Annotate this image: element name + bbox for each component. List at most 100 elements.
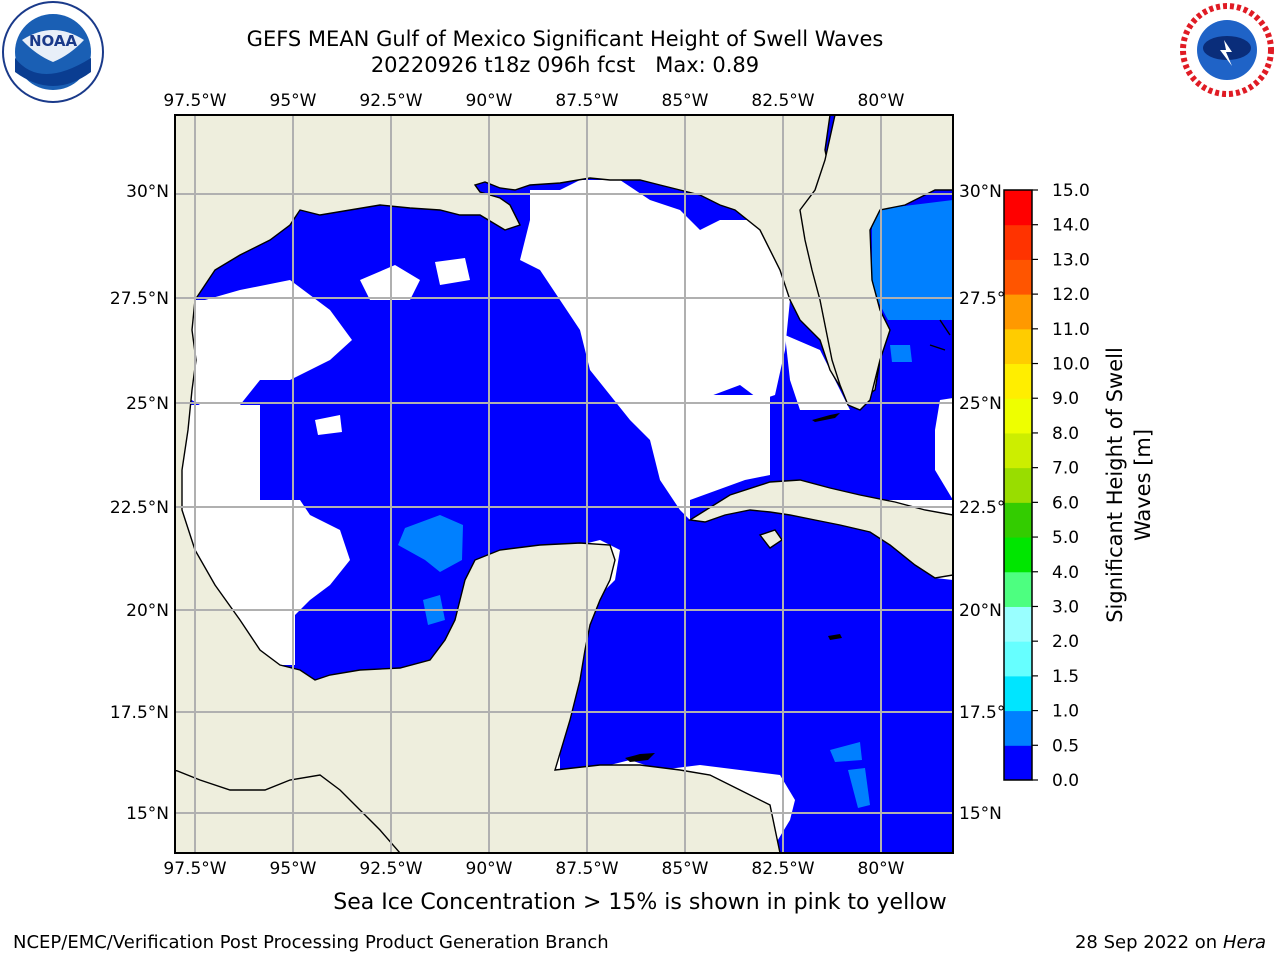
colorbar-segment: [1004, 328, 1032, 365]
nodata-region-florida-strait: [935, 398, 953, 500]
footer-date: 28 Sep 2022 on Hera: [1075, 932, 1266, 953]
lat-label-left: 20°N: [126, 601, 169, 621]
chart-title: GEFS MEAN Gulf of Mexico Significant Hei…: [246, 27, 884, 51]
colorbar-frame: [1003, 189, 1033, 781]
lat-label-right: 15°N: [959, 804, 1002, 824]
colorbar-segment: [1004, 363, 1032, 399]
colorbar-label-line1: Significant Height of Swell: [1103, 347, 1127, 623]
colorbar-tick-label: 8.0: [1052, 424, 1079, 444]
colorbar-tick-label: 15.0: [1052, 181, 1090, 201]
colorbar-segment: [1004, 710, 1032, 746]
colorbar-segment: [1004, 745, 1032, 781]
colorbar-tick-label: 5.0: [1052, 528, 1079, 548]
colorbar-tick-label: 13.0: [1052, 250, 1090, 270]
footer-credit: NCEP/EMC/Verification Post Processing Pr…: [13, 932, 609, 953]
lon-label-top: 92.5°W: [359, 91, 422, 111]
colorbar-tick-label: 2.0: [1052, 632, 1079, 652]
lat-label-right: 20°N: [959, 601, 1002, 621]
colorbar-tick-label: 11.0: [1052, 320, 1090, 340]
lon-label-top: 82.5°W: [751, 91, 814, 111]
lon-label-bottom: 85°W: [662, 859, 709, 879]
swell-region-caribbean-2: [848, 768, 870, 808]
land-north-america: [175, 115, 881, 853]
swell-region-atlantic: [872, 200, 953, 320]
lat-label-right: 25°N: [959, 394, 1002, 414]
sea-ice-caption: Sea Ice Concentration > 15% is shown in …: [333, 890, 947, 915]
colorbar-segment: [1004, 467, 1032, 503]
colorbar-tick-label: 14.0: [1052, 216, 1090, 236]
lon-label-bottom: 87.5°W: [555, 859, 618, 879]
footer-date-text: 28 Sep 2022 on: [1074, 932, 1218, 953]
land-swan-islands: [625, 753, 655, 762]
lat-label-left: 27.5°N: [110, 289, 169, 309]
noaa-logo: NOAA: [2, 1, 104, 103]
colorbar-segment: [1004, 224, 1032, 260]
nodata-region-ne2: [435, 258, 470, 285]
nodata-region-sw-central: [315, 415, 342, 435]
lon-label-top: 85°W: [662, 91, 709, 111]
colorbar-tick-label: 10.0: [1052, 355, 1090, 375]
colorbar-tick-label: 9.0: [1052, 389, 1079, 409]
colorbar-tick-label: 12.0: [1052, 285, 1090, 305]
lon-label-bottom: 82.5°W: [751, 859, 814, 879]
colorbar-tick-label: 7.0: [1052, 459, 1079, 479]
colorbar-tick-label: 0.5: [1052, 736, 1079, 756]
colorbar-segment: [1004, 502, 1032, 538]
lat-label-left: 22.5°N: [110, 498, 169, 518]
nodata-region-florida-west: [785, 335, 850, 410]
lon-label-top: 97.5°W: [163, 91, 226, 111]
land-florida-east: [799, 115, 953, 411]
land-keys: [812, 413, 840, 422]
nodata-region-west: [175, 280, 352, 405]
colorbar-segment: [1004, 641, 1032, 677]
lat-label-left: 25°N: [126, 394, 169, 414]
lat-labels-left: 30°N 27.5°N 25°N 22.5°N 20°N 17.5°N 15°N: [110, 182, 169, 824]
colorbar-segment: [1004, 537, 1032, 573]
colorbar-tick-label: 6.0: [1052, 493, 1079, 513]
lon-labels-bottom: 97.5°W 95°W 92.5°W 90°W 87.5°W 85°W 82.5…: [163, 859, 904, 879]
colorbar-tick-label: 3.0: [1052, 597, 1079, 617]
nodata-region-central: [690, 395, 770, 500]
colorbar-tick-label: 1.0: [1052, 702, 1079, 722]
lon-label-bottom: 92.5°W: [359, 859, 422, 879]
lon-label-top: 95°W: [270, 91, 317, 111]
colorbar-segment: [1004, 294, 1032, 330]
lon-labels-top: 97.5°W 95°W 92.5°W 90°W 87.5°W 85°W 82.5…: [163, 91, 904, 111]
land-cuba: [687, 479, 953, 579]
chart-subtitle: 20220926 t18z 096h fcst Max: 0.89: [370, 53, 760, 77]
colorbar-segment: [1004, 398, 1032, 434]
colorbar-label: Significant Height of Swell Waves [m]: [1103, 347, 1155, 623]
lon-label-top: 80°W: [858, 91, 905, 111]
colorbar-tick-label: 1.5: [1052, 667, 1079, 687]
land-bahamas: [929, 319, 951, 351]
footer-host: Hera: [1222, 932, 1266, 953]
colorbar-segment: [1004, 259, 1032, 295]
nws-logo: [1179, 2, 1275, 98]
swell-region-bay-campeche: [398, 515, 463, 572]
lat-label-left: 30°N: [126, 182, 169, 202]
colorbar-segment: [1004, 432, 1032, 469]
colorbar-tick-label: 4.0: [1052, 563, 1079, 583]
map-frame: [174, 114, 954, 854]
swell-region-caribbean: [830, 742, 862, 762]
graticule: [175, 115, 953, 853]
swell-region-small-2: [890, 345, 912, 362]
colorbar-label-line2: Waves [m]: [1131, 429, 1155, 541]
colorbar: [1003, 189, 1033, 781]
lon-label-top: 87.5°W: [555, 91, 618, 111]
lat-label-left: 15°N: [126, 804, 169, 824]
noaa-logo-text: NOAA: [29, 32, 78, 50]
colorbar-ticks: 0.0 0.5 1.0 1.5 2.0 3.0 4.0 5.0 6.0 7.0 8.0 9.0 10.0…: [1032, 181, 1090, 791]
land-cayman: [828, 634, 842, 640]
lon-label-bottom: 80°W: [858, 859, 905, 879]
colorbar-tick-label: 0.0: [1052, 771, 1079, 791]
lon-label-bottom: 90°W: [466, 859, 513, 879]
lat-label-right: 30°N: [959, 182, 1002, 202]
lon-label-bottom: 95°W: [270, 859, 317, 879]
colorbar-segment: [1004, 675, 1032, 712]
colorbar-segment: [1004, 190, 1032, 226]
colorbar-segment: [1004, 606, 1032, 642]
colorbar-segment: [1004, 571, 1032, 607]
lat-label-left: 17.5°N: [110, 703, 169, 723]
